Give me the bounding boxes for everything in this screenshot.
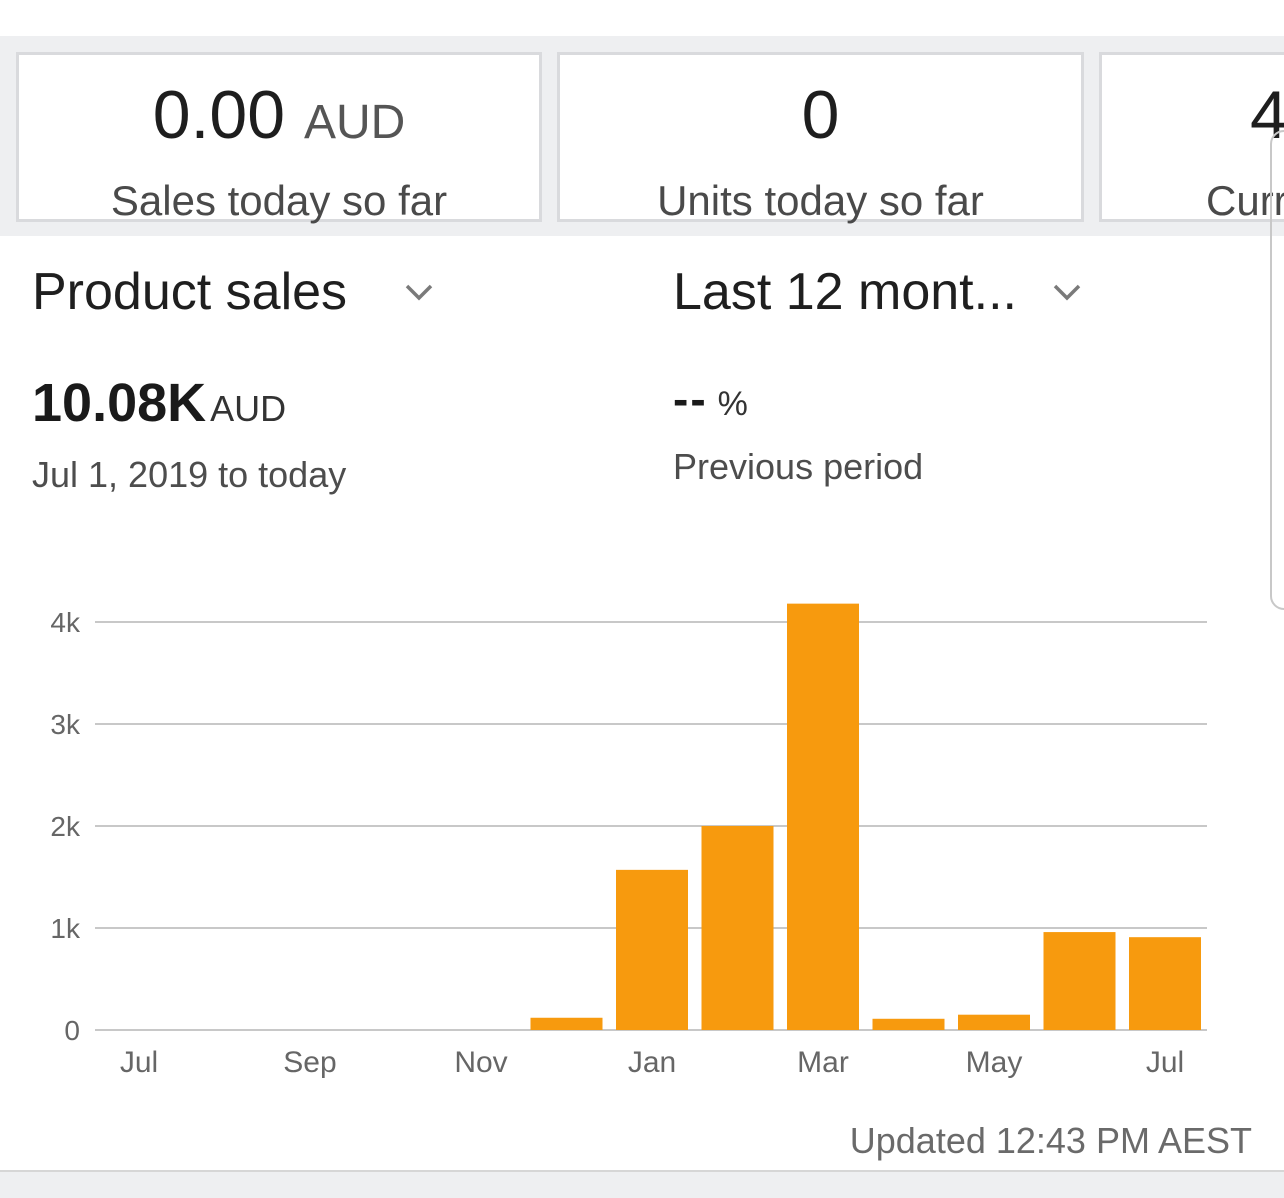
kpi-total-unit: AUD — [210, 388, 287, 429]
kpi-prev-number: -- — [673, 373, 708, 425]
bar-feb-7 — [701, 826, 774, 1030]
adjacent-panel-edge — [1270, 130, 1284, 610]
bar-jan-6 — [616, 869, 688, 1030]
y-tick-label: 2k — [50, 811, 81, 842]
x-tick-label: Jan — [628, 1046, 676, 1079]
x-tick-label: Jul — [120, 1046, 158, 1079]
metric-card-partial[interactable]: 4 Curr — [1099, 52, 1284, 224]
metric-number: 0 — [801, 77, 840, 153]
updated-timestamp: Updated 12:43 PM AEST — [849, 1120, 1252, 1161]
metric-dropdown[interactable]: Product sales — [32, 262, 437, 322]
kpi-previous-period: --% Previous period — [673, 372, 923, 488]
chevron-down-icon — [405, 284, 433, 301]
kpi-total-sales: 10.08K AUD Jul 1, 2019 to today — [32, 372, 346, 496]
y-tick-label: 0 — [64, 1015, 80, 1046]
kpi-total-value: 10.08K AUD — [32, 372, 346, 434]
metric-label: Units today so far — [657, 177, 984, 224]
bottom-divider — [0, 1170, 1284, 1198]
metric-value: 4 — [1102, 81, 1284, 149]
metrics-band: 0.00 AUD Sales today so far 0 Units toda… — [0, 36, 1284, 236]
date-range-dropdown[interactable]: Last 12 mont... — [673, 262, 1085, 322]
kpi-total-period: Jul 1, 2019 to today — [32, 454, 347, 495]
x-tick-label: Nov — [454, 1046, 507, 1079]
metric-label: Sales today so far — [110, 177, 448, 224]
bar-jun-11 — [1043, 932, 1116, 1030]
chevron-down-icon — [1053, 284, 1081, 301]
metric-label: Curr — [1206, 177, 1284, 224]
y-tick-label: 4k — [50, 607, 81, 638]
bar-dec-5 — [530, 1017, 603, 1030]
kpi-total-number: 10.08K — [32, 373, 207, 433]
metric-dropdown-label: Product sales — [32, 263, 348, 321]
x-tick-label: May — [966, 1046, 1023, 1079]
x-tick-label: Sep — [283, 1046, 336, 1079]
x-tick-label: Jul — [1146, 1046, 1184, 1079]
bar-may-10 — [958, 1014, 1030, 1030]
metric-unit: AUD — [303, 96, 406, 149]
bar-mar-8 — [787, 603, 859, 1030]
metric-value: 0.00 AUD — [19, 81, 539, 149]
metric-card-sales[interactable]: 0.00 AUD Sales today so far — [16, 52, 542, 224]
metric-card-units[interactable]: 0 Units today so far — [557, 52, 1084, 224]
metric-number: 0.00 — [152, 77, 286, 153]
sales-bar-chart: 0 1k 2k 3k 4k Jul Sep Nov Jan Mar May Jul — [50, 603, 1207, 1079]
y-tick-label: 3k — [50, 709, 81, 740]
metric-value: 0 — [560, 81, 1081, 149]
y-tick-label: 1k — [50, 913, 81, 944]
x-tick-label: Mar — [797, 1046, 849, 1079]
bar-apr-9 — [872, 1018, 945, 1030]
date-range-dropdown-label: Last 12 mont... — [673, 263, 1017, 321]
top-strip — [0, 0, 1284, 36]
bar-jul-12 — [1129, 937, 1201, 1030]
kpi-prev-value: --% — [673, 372, 923, 426]
kpi-prev-label: Previous period — [673, 446, 924, 487]
kpi-prev-unit: % — [717, 385, 748, 423]
